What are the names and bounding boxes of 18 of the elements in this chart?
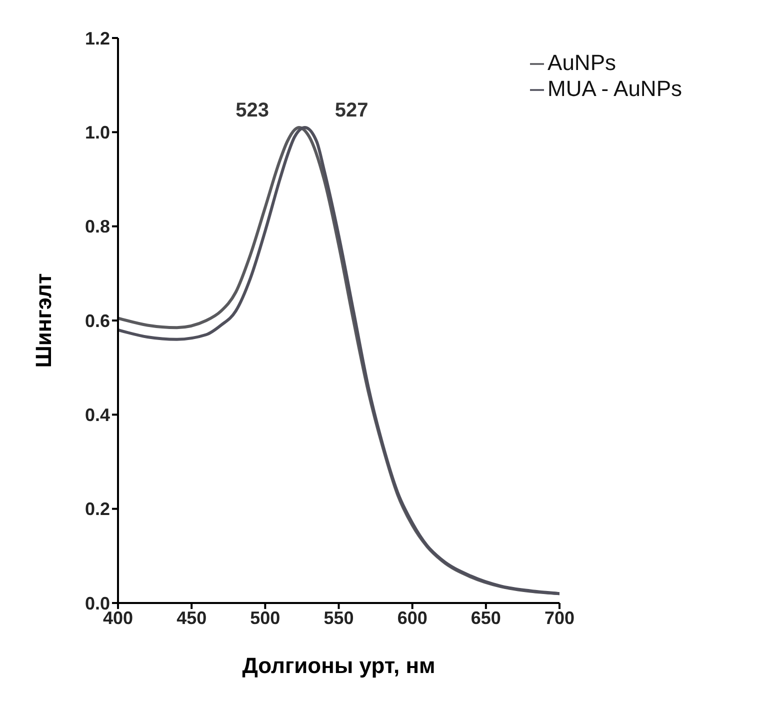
x-tick-label: 450 — [176, 608, 207, 628]
legend-label: AuNPs — [548, 50, 616, 75]
x-axis-title: Долгионы урт, нм — [242, 653, 436, 678]
y-tick-label: 1.0 — [84, 122, 110, 143]
y-tick-label: 1.2 — [84, 28, 110, 48]
annotation: 523 — [236, 100, 270, 122]
y-tick-label: 0.8 — [84, 216, 110, 237]
x-tick-label: 500 — [250, 608, 280, 628]
x-tick-label: 650 — [470, 608, 501, 628]
y-tick-label: 0.2 — [84, 499, 110, 520]
y-tick-label: 0.4 — [84, 405, 110, 426]
y-axis-title: Шингэлт — [30, 273, 56, 368]
x-tick-label: 600 — [397, 608, 428, 628]
legend-label: MUA - AuNPs — [548, 76, 682, 101]
x-tick-label: 550 — [324, 608, 354, 628]
x-tick-label: 700 — [544, 608, 575, 628]
y-tick-label: 0.6 — [84, 310, 110, 331]
annotation: 527 — [334, 100, 368, 122]
